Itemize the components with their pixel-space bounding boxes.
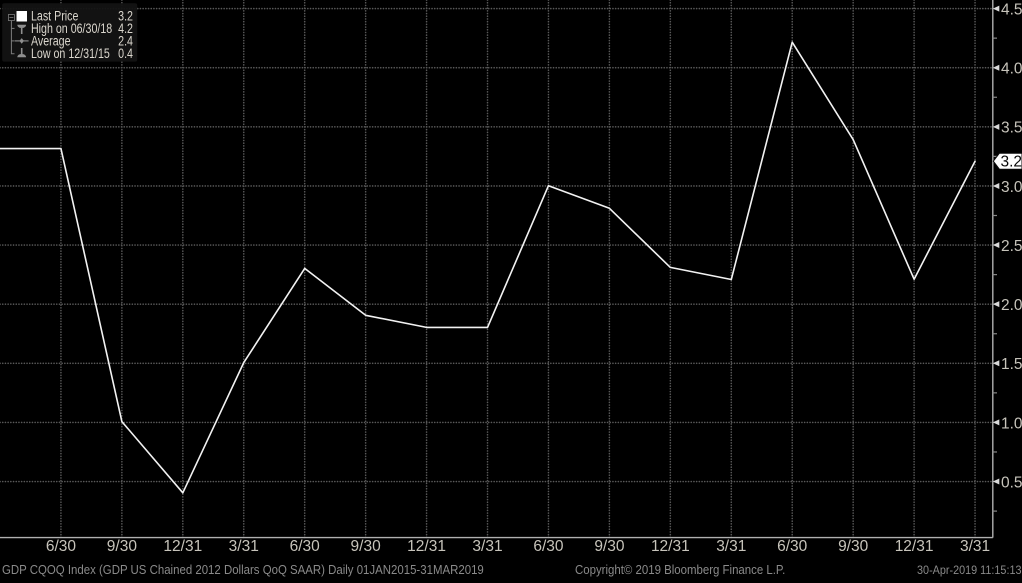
- svg-text:12/31: 12/31: [407, 538, 446, 555]
- svg-text:3.2: 3.2: [1001, 154, 1022, 171]
- svg-text:3/31: 3/31: [716, 538, 746, 555]
- svg-text:1.0: 1.0: [1001, 415, 1022, 432]
- svg-text:0.4: 0.4: [118, 46, 133, 62]
- svg-text:Copyright© 2019 Bloomberg Fina: Copyright© 2019 Bloomberg Finance L.P.: [575, 562, 785, 577]
- svg-text:9/30: 9/30: [594, 538, 625, 555]
- svg-text:12/31: 12/31: [895, 538, 934, 555]
- svg-text:9/30: 9/30: [107, 538, 138, 555]
- svg-text:GDP CQOQ Index (GDP US Chained: GDP CQOQ Index (GDP US Chained 2012 Doll…: [2, 562, 484, 577]
- svg-text:3/31: 3/31: [472, 538, 502, 555]
- svg-text:6/30: 6/30: [290, 538, 321, 555]
- svg-text:6/30: 6/30: [777, 538, 808, 555]
- svg-text:9/30: 9/30: [351, 538, 382, 555]
- svg-text:2.5: 2.5: [1001, 238, 1022, 255]
- svg-text:6/30: 6/30: [46, 538, 77, 555]
- svg-text:1.5: 1.5: [1001, 356, 1022, 373]
- svg-text:0.5: 0.5: [1001, 475, 1022, 492]
- svg-text:3/31: 3/31: [229, 538, 259, 555]
- svg-text:3.5: 3.5: [1001, 120, 1022, 137]
- svg-text:3.0: 3.0: [1001, 179, 1022, 196]
- svg-text:9/30: 9/30: [838, 538, 869, 555]
- svg-text:6/30: 6/30: [533, 538, 564, 555]
- svg-text:12/31: 12/31: [651, 538, 690, 555]
- svg-text:4.0: 4.0: [1001, 61, 1022, 78]
- svg-text:2.0: 2.0: [1001, 297, 1022, 314]
- svg-text:4.5: 4.5: [1001, 2, 1022, 19]
- svg-text:3/31: 3/31: [960, 538, 990, 555]
- svg-text:30-Apr-2019 11:15:13: 30-Apr-2019 11:15:13: [917, 564, 1021, 577]
- svg-text:Low on 12/31/15: Low on 12/31/15: [31, 46, 110, 62]
- svg-text:12/31: 12/31: [163, 538, 202, 555]
